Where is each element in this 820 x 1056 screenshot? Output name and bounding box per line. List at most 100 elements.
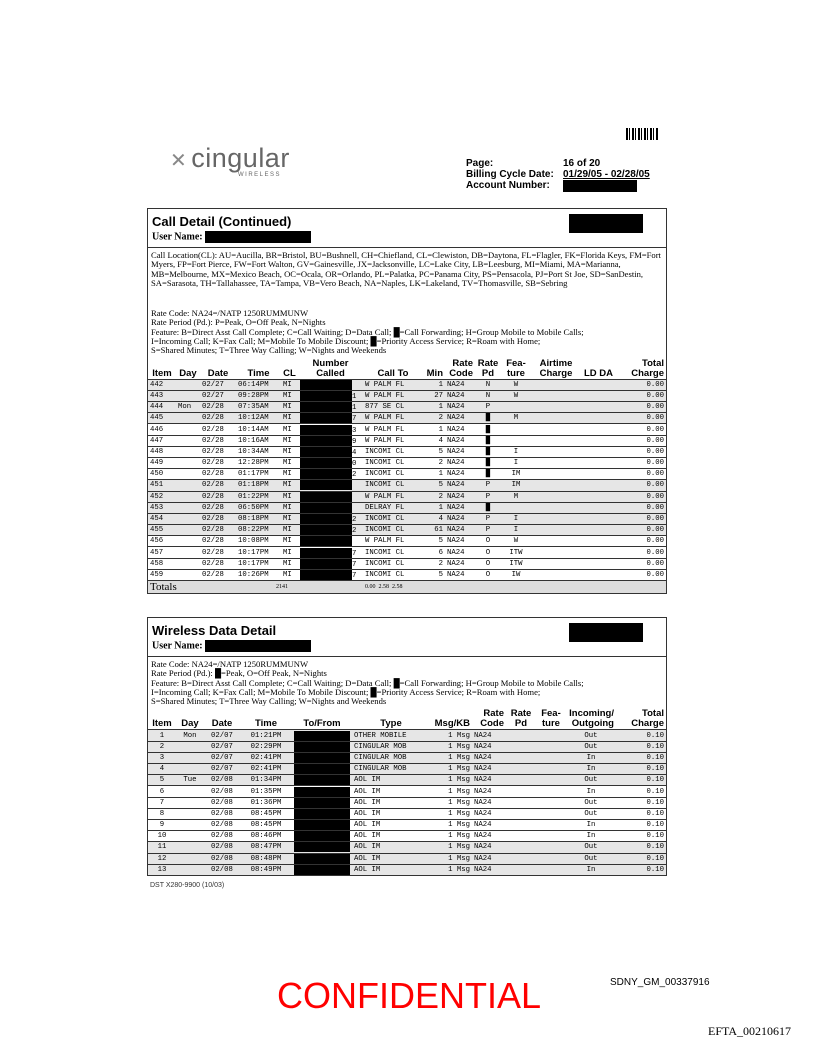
cell-min: 1 (423, 401, 445, 413)
cell (536, 796, 566, 809)
cell-to: W PALM FL (363, 412, 423, 424)
cell-text: 5 (438, 447, 443, 456)
cell-text: I (513, 526, 519, 535)
cell-text: 452 (150, 492, 164, 501)
number-suffix: 2 (352, 527, 357, 536)
cell: 2 (298, 468, 363, 480)
redacted-number-called (300, 536, 352, 547)
cell-type: AOL IM (352, 852, 430, 865)
cell-code: NA24 (445, 445, 475, 458)
cell (292, 841, 352, 854)
cell-text: O (485, 548, 491, 557)
cell-feat: I (501, 445, 531, 458)
cell-pd: P (475, 479, 501, 492)
redacted-to-from (294, 786, 350, 797)
cell-msg: 1 Msg (430, 751, 472, 764)
cell-day (176, 434, 200, 447)
cell-feat: I (501, 456, 531, 469)
cell-day (176, 490, 200, 503)
cell-text: In (586, 753, 596, 762)
cell-text: 02/28 (202, 470, 224, 479)
cell-cl: MI (281, 557, 298, 570)
table-row: 453 02/28 06:50PM MI DELRAY FL 1 NA24 █ 0.00 (148, 501, 666, 514)
cell-day (176, 456, 200, 469)
cell-msg: 1 Msg (430, 807, 472, 820)
cell-day (176, 863, 204, 875)
cell-day (176, 535, 200, 547)
page-value: 16 of 20 (563, 158, 601, 169)
cell-item: 5 (148, 774, 176, 786)
cell-text: 02/08 (211, 843, 233, 852)
cell-min: 6 (423, 546, 445, 559)
number-suffix: 2 (352, 515, 357, 524)
cell (292, 863, 352, 875)
cell-text: 10:17PM (238, 548, 269, 557)
cell-date: 02/28 (200, 401, 236, 413)
cell-item: 448 (148, 445, 176, 458)
cell-total: 0.10 (616, 729, 666, 742)
cell-day (176, 557, 200, 570)
user-name-label: User Name: (152, 231, 203, 243)
cell-text: MI (283, 380, 292, 389)
cell-item: 453 (148, 501, 176, 514)
cell (506, 830, 536, 842)
cell (506, 841, 536, 854)
cell-text: 08:45PM (250, 821, 282, 830)
cell-text: 02/07 (211, 742, 233, 751)
cell-text: M (513, 492, 519, 501)
cell (298, 501, 363, 514)
cell-msg: 1 Msg (430, 774, 472, 786)
table-row: 443 02/27 09:28PM MI 1 W PALM FL 27 NA24 N W 0.00 (148, 389, 666, 402)
table-row: 6 02/08 01:35PM AOL IM 1 Msg NA24 In 0.10 (148, 785, 666, 798)
cell-code: NA24 (445, 546, 475, 559)
cell-min: 1 (423, 378, 445, 391)
cell-text: 02/28 (202, 503, 224, 512)
cell-text: MI (283, 414, 292, 423)
cell-text: IM (511, 470, 521, 479)
cell-text: 02/28 (202, 425, 224, 434)
cell-io: In (566, 785, 616, 798)
cell (292, 785, 352, 798)
cell-text: M (513, 414, 519, 423)
cell-time: 08:46PM (240, 830, 292, 842)
cell-code: NA24 (472, 763, 506, 775)
cell-io: Out (566, 774, 616, 786)
redacted-number-called (300, 548, 352, 558)
cell-text: 0.00 (646, 503, 664, 512)
cell-to: W PALM FL (363, 490, 423, 503)
table-row: 5 Tue 02/08 01:34PM AOL IM 1 Msg NA24 Out 0.10 (148, 774, 666, 786)
cell-text: 0.00 (646, 436, 664, 445)
cell-io: In (566, 863, 616, 875)
number-suffix: 7 (352, 560, 357, 569)
cell-cl: MI (281, 456, 298, 469)
cell-cl: MI (281, 378, 298, 391)
cell-cl: MI (281, 434, 298, 447)
cell-day (176, 568, 200, 581)
cell-text: 444 (150, 403, 164, 412)
user-name-label: User Name: (152, 640, 203, 652)
redacted-number-called (300, 391, 352, 401)
column-header: Total Charge (631, 708, 664, 730)
cell-cl: MI (281, 535, 298, 547)
cell-text: MI (283, 403, 292, 412)
cell (531, 401, 581, 413)
cell-time: 01:36PM (240, 796, 292, 809)
column-header: Rate Pd (510, 708, 532, 730)
cell: 0 (298, 456, 363, 469)
cell-to: INCOMI CL (363, 568, 423, 581)
cell-text: 10:17PM (238, 559, 269, 568)
cell-time: 10:08PM (236, 535, 281, 547)
cell-text: NA24 (447, 537, 465, 546)
table-row: 444 Mon 02/28 07:35AM MI 1 877 SE CL 1 NA24 P 0.00 (148, 401, 666, 413)
cell-text: █ (485, 414, 491, 423)
number-suffix: 3 (352, 426, 357, 435)
cell-date: 02/07 (204, 740, 240, 753)
cell-to: W PALM FL (363, 434, 423, 447)
cell (531, 568, 581, 581)
cell-text: NA24 (447, 447, 465, 456)
cell-day (176, 751, 204, 764)
cell-item: 1 (148, 729, 176, 742)
cell-text: 0.10 (646, 776, 664, 785)
cell-text: Out (584, 809, 598, 818)
cell-text: 01:22PM (238, 492, 269, 501)
